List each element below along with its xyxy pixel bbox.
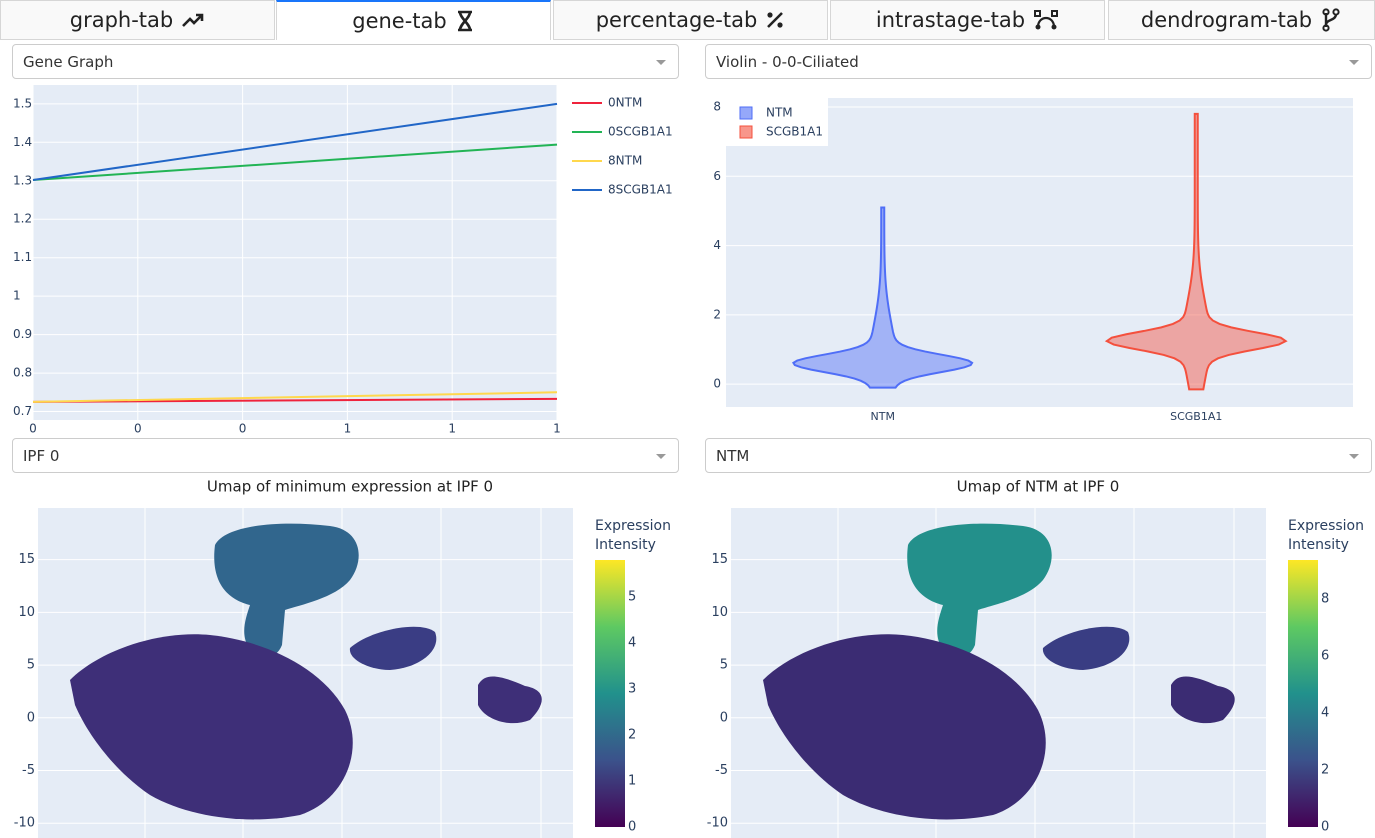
dropdown[interactable]: IPF 0 [12,438,679,473]
colorbar-tick-label: 4 [628,635,636,650]
line [32,102,558,181]
dropdown-value: IPF 0 [23,446,60,465]
colorbar-tick-label: 2 [1321,763,1329,778]
x-tick-label: SCGB1A1 [1170,410,1222,423]
y-tick-label: 5 [27,658,35,673]
line [32,143,558,181]
colorbar-tick-label: 3 [628,681,636,696]
legend-label: SCGB1A1 [766,125,823,139]
y-tick-label: 10 [711,605,728,620]
umap-clusters [70,523,542,820]
colorbar-tick-label: 2 [628,727,636,742]
colorbar-tick-label: 6 [1321,649,1329,664]
violin [1104,112,1288,391]
y-tick-label: 10 [18,605,35,620]
line [32,397,558,403]
tab[interactable]: percentage-tab [553,0,828,40]
y-tick-label: 1 [13,289,21,303]
tab[interactable]: graph-tab [0,0,275,40]
y-tick-label: 1.5 [13,96,32,110]
tab[interactable]: gene-tab [276,0,551,40]
y-tick-label: 1.2 [13,212,32,226]
y-tick-label: 1.1 [13,250,32,264]
dropdown[interactable]: Gene Graph [12,44,679,79]
y-tick-label: -10 [707,816,728,831]
legend-label: 0NTM [608,96,642,110]
plot-bg [726,98,1353,407]
colorbar [595,560,625,827]
x-grid [144,508,1235,838]
tab-label: graph-tab [69,8,174,32]
legend-bg [726,98,828,146]
y-tick-label: 4 [713,238,721,252]
chart-title: Umap of NTM at IPF 0 [957,478,1120,496]
plot-bg [731,508,1266,838]
y-tick-label: 1.3 [13,173,32,187]
dropdown[interactable]: NTM [705,438,1372,473]
tab-label: gene-tab [352,9,447,33]
legend-label: NTM [766,106,793,120]
x-tick-label: 0 [29,422,37,436]
colorbar-title: Expression Intensity [1288,518,1364,553]
tab[interactable]: dendrogram-tab [1108,0,1375,40]
violin [792,206,974,389]
x-tick-label: 1 [448,422,456,436]
tab-label: intrastage-tab [875,8,1026,32]
y-tick-label: 0 [720,710,728,725]
icon [1034,10,1059,30]
legend-swatch [739,125,753,139]
y-tick-label: 0.8 [13,366,32,380]
y-tick-label: -5 [715,763,728,778]
colorbar-tick-label: 4 [1321,706,1329,721]
plot-bg [33,85,557,420]
colorbar-tick-label: 1 [628,773,636,788]
y-tick-label: -10 [14,816,35,831]
dropdown-value: NTM [716,446,750,465]
y-tick-label: 0 [713,377,721,391]
chart-title: Umap of minimum expression at IPF 0 [207,478,493,496]
colorbar-tick-label: 8 [1321,592,1329,607]
legend-label: 8NTM [608,154,642,168]
y-tick-label: 6 [713,169,721,183]
legend-label: 0SCGB1A1 [608,125,673,139]
x-tick-label: 1 [344,422,352,436]
dropdown[interactable]: Violin - 0-0-Ciliated [705,44,1372,79]
line [32,391,558,403]
tab-label: percentage-tab [595,8,758,32]
x-tick-label: NTM [871,410,895,423]
y-tick-label: 15 [711,552,728,567]
dropdown-value: Gene Graph [23,52,114,71]
y-tick-label: 0.9 [13,327,32,341]
y-tick-label: -5 [22,763,35,778]
dropdown-value: Violin - 0-0-Ciliated [716,52,859,71]
y-tick-label: 0.7 [13,404,32,418]
icon [457,10,472,32]
legend-label: 8SCGB1A1 [608,183,673,197]
tab-label: dendrogram-tab [1140,8,1313,32]
tab[interactable]: intrastage-tab [830,0,1105,40]
y-tick-label: 8 [713,100,721,114]
icon [767,12,784,28]
icon [182,13,204,27]
y-tick-label: 0 [27,710,35,725]
x-tick-label: 0 [134,422,142,436]
umap-clusters [763,523,1235,820]
colorbar-title: Expression Intensity [595,518,671,553]
colorbar-tick-label: 0 [1321,820,1329,835]
colorbar [1288,560,1318,827]
colorbar-tick-label: 0 [628,820,636,835]
y-tick-label: 5 [720,658,728,673]
colorbar-tick-label: 5 [628,589,636,604]
x-tick-label: 0 [239,422,247,436]
y-tick-label: 1.4 [13,135,32,149]
x-tick-label: 1 [553,422,561,436]
y-tick-label: 15 [18,552,35,567]
legend-swatch [739,106,753,120]
y-tick-label: 2 [713,307,721,321]
icon [1322,8,1340,32]
plot-bg [38,508,573,838]
